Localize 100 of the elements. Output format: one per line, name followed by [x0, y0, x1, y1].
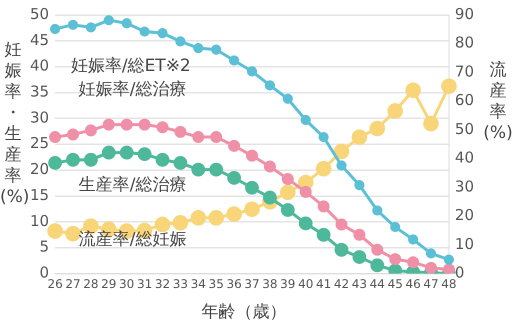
- point: [104, 15, 114, 26]
- x-tick-label: 41: [316, 276, 332, 291]
- point: [372, 205, 382, 216]
- point: [244, 201, 260, 218]
- y-tick-label: 50: [30, 4, 50, 23]
- x-tick-label: 32: [154, 276, 170, 291]
- point: [138, 147, 152, 162]
- x-tick-label: 42: [334, 276, 350, 291]
- x-tick-label: 46: [405, 276, 421, 291]
- point: [86, 22, 96, 33]
- x-tick-label: 38: [262, 276, 278, 291]
- point: [122, 18, 132, 28]
- point: [191, 162, 206, 177]
- point: [192, 131, 204, 144]
- point: [442, 263, 455, 274]
- point: [390, 222, 400, 232]
- x-tick-label: 29: [101, 276, 116, 291]
- point: [334, 144, 350, 160]
- point: [408, 234, 418, 245]
- y-tick-label: 45: [30, 30, 50, 49]
- point: [405, 82, 421, 98]
- point: [336, 160, 347, 171]
- point: [423, 116, 439, 132]
- point: [318, 200, 330, 212]
- point: [371, 244, 384, 256]
- point: [229, 55, 240, 66]
- point: [66, 152, 80, 167]
- y-tick-label: 30: [30, 108, 50, 126]
- x-tick-label: 37: [244, 276, 260, 291]
- point: [300, 114, 311, 126]
- point: [48, 156, 62, 170]
- series-label: 生産率/総治療: [78, 175, 186, 196]
- point: [157, 28, 168, 38]
- point: [156, 121, 168, 134]
- y2-tick-label: 20: [454, 206, 474, 224]
- x-tick-label: 27: [65, 276, 81, 291]
- series-label: 流産率/総妊娠: [78, 229, 186, 250]
- point: [210, 131, 222, 144]
- point: [370, 120, 386, 136]
- point: [190, 210, 206, 226]
- x-tick-label: 30: [119, 276, 134, 291]
- point: [246, 150, 258, 162]
- x-tick-label: 48: [441, 276, 457, 291]
- point: [211, 44, 222, 55]
- point: [174, 126, 186, 138]
- y2-tick-label: 60: [454, 91, 474, 110]
- y-tick-label: 15: [30, 186, 50, 204]
- x-tick-label: 28: [83, 276, 99, 291]
- point: [336, 218, 348, 230]
- point: [316, 160, 332, 177]
- point: [172, 214, 188, 231]
- y2-tick-label: 30: [454, 177, 474, 196]
- point: [316, 228, 331, 242]
- y-tick-label: 20: [30, 160, 50, 178]
- point: [264, 160, 276, 173]
- point: [246, 66, 258, 76]
- x-tick-label: 33: [172, 276, 188, 291]
- y2-tick-label: 0: [454, 263, 464, 282]
- x-tick-label: 34: [190, 276, 206, 291]
- y2-tick-label: 90: [454, 4, 474, 23]
- point: [280, 184, 296, 200]
- x-tick-label: 39: [280, 276, 296, 291]
- x-tick-label: 47: [423, 276, 439, 291]
- x-tick-label: 31: [136, 276, 152, 291]
- point: [353, 228, 366, 241]
- series-label: 妊娠率/総治療: [78, 79, 186, 100]
- y2-tick-label: 80: [454, 34, 474, 52]
- point: [370, 258, 384, 272]
- point: [282, 94, 293, 104]
- x-tick-label: 43: [352, 276, 368, 291]
- point: [227, 171, 241, 185]
- y-axis-title: 妊娠率・生産率(%): [0, 40, 30, 208]
- y-tick-label: 5: [40, 238, 50, 256]
- x-axis-title: 年齢（歳）: [200, 301, 288, 323]
- y2-axis-title: 流産率(%): [483, 60, 513, 144]
- point: [138, 118, 151, 131]
- y-tick-label: 25: [30, 134, 50, 152]
- point: [47, 223, 63, 239]
- point: [120, 118, 133, 131]
- y2-tick-label: 40: [454, 148, 474, 167]
- point: [139, 26, 150, 37]
- point: [245, 180, 259, 195]
- point: [84, 152, 98, 167]
- x-tick-label: 44: [370, 276, 385, 291]
- point: [65, 226, 81, 242]
- point: [209, 162, 224, 177]
- point: [208, 210, 224, 226]
- x-tick-label: 45: [388, 276, 403, 291]
- point: [334, 242, 348, 257]
- y-tick-label: 0: [40, 263, 50, 282]
- point: [193, 43, 204, 54]
- point: [354, 180, 365, 190]
- y-tick-label: 10: [30, 212, 50, 230]
- x-tick-label: 40: [298, 276, 314, 291]
- point: [173, 156, 188, 170]
- point: [102, 118, 115, 131]
- x-tick-label: 36: [226, 276, 242, 291]
- point: [84, 124, 97, 136]
- x-tick-label: 26: [47, 276, 63, 291]
- point: [120, 146, 134, 160]
